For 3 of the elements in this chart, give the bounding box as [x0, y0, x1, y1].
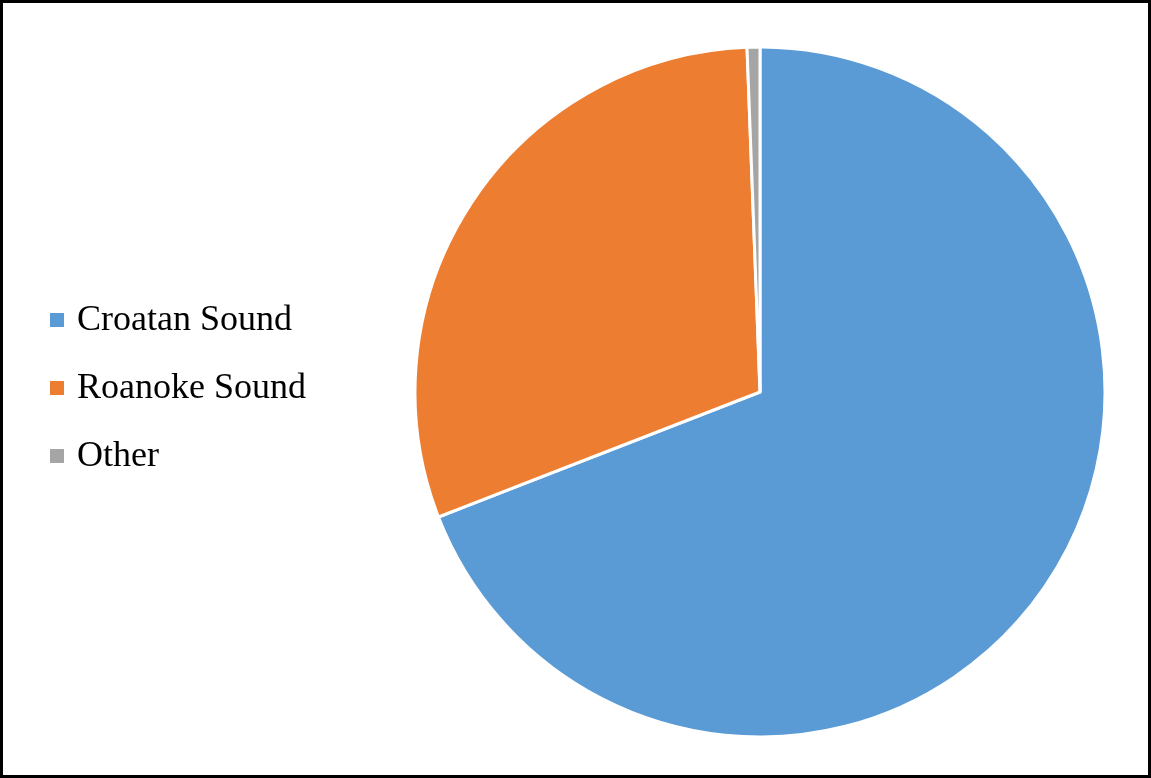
- legend-label: Croatan Sound: [77, 298, 292, 339]
- legend-label: Roanoke Sound: [77, 366, 306, 407]
- legend-label: Other: [77, 434, 159, 475]
